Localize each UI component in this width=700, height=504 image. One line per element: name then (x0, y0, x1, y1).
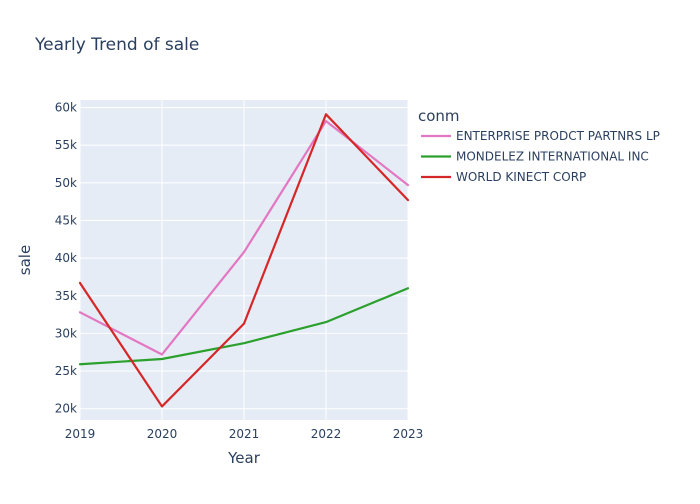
y-tick-label: 30k (55, 326, 77, 340)
legend: conm ENTERPRISE PRODCT PARTNRS LP MONDELE… (418, 107, 660, 184)
x-tick-label: 2020 (147, 427, 178, 441)
y-tick-label: 35k (55, 289, 77, 303)
y-tick-label: 40k (55, 251, 77, 265)
legend-label: ENTERPRISE PRODCT PARTNRS LP (456, 129, 660, 143)
legend-label: WORLD KINECT CORP (456, 170, 586, 184)
legend-item: WORLD KINECT CORP (421, 170, 586, 184)
y-tick-label: 25k (55, 364, 77, 378)
legend-item: ENTERPRISE PRODCT PARTNRS LP (421, 129, 660, 143)
x-tick-label: 2022 (311, 427, 342, 441)
x-tick-label: 2019 (65, 427, 96, 441)
series-line-mondelez-international-inc (78, 287, 410, 366)
y-tick-label: 50k (55, 176, 77, 190)
chart-title: Yearly Trend of sale (34, 35, 199, 55)
legend-items: ENTERPRISE PRODCT PARTNRS LP MONDELEZ INT… (421, 129, 660, 184)
grid-lines (79, 100, 409, 420)
y-axis-title: sale (16, 245, 34, 275)
legend-label: MONDELEZ INTERNATIONAL INC (456, 150, 649, 164)
x-tick-label: 2021 (229, 427, 260, 441)
series-line-world-kinect-corp (78, 113, 410, 408)
y-tick-label: 60k (55, 101, 77, 115)
y-tick-label: 20k (55, 402, 77, 416)
legend-item: MONDELEZ INTERNATIONAL INC (421, 150, 649, 164)
x-axis-ticks: 2019 2020 2021 2022 2023 (65, 427, 424, 441)
y-axis-ticks: 20k 25k 30k 35k 40k 45k 50k 55k 60k (55, 101, 77, 416)
series-lines (78, 113, 410, 408)
y-tick-label: 45k (55, 213, 77, 227)
y-tick-label: 55k (55, 138, 77, 152)
x-axis-title: Year (227, 449, 261, 467)
x-tick-label: 2023 (393, 427, 424, 441)
legend-title: conm (418, 107, 460, 125)
